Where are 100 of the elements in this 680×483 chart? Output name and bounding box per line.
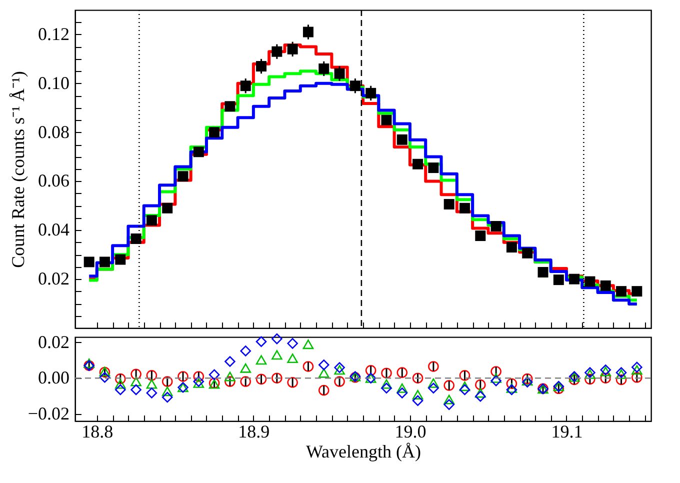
point bbox=[459, 384, 470, 396]
point bbox=[444, 380, 454, 391]
point bbox=[475, 379, 486, 390]
point bbox=[130, 368, 142, 380]
point bbox=[381, 114, 392, 126]
point bbox=[569, 274, 580, 284]
point bbox=[224, 376, 236, 387]
point bbox=[130, 376, 142, 386]
point bbox=[302, 340, 314, 350]
point bbox=[459, 382, 470, 392]
y-tick-label: −0.02 bbox=[28, 403, 70, 424]
point bbox=[396, 383, 408, 393]
point bbox=[428, 378, 439, 388]
point bbox=[506, 242, 517, 253]
point bbox=[568, 374, 580, 386]
point bbox=[490, 375, 502, 386]
point bbox=[115, 254, 126, 265]
point bbox=[506, 383, 518, 393]
point bbox=[146, 379, 158, 389]
point bbox=[115, 379, 126, 389]
point bbox=[272, 350, 282, 360]
point bbox=[146, 215, 157, 226]
point bbox=[616, 374, 627, 386]
point bbox=[115, 373, 126, 384]
point bbox=[272, 372, 282, 384]
y-axis-title: Count Rate (counts s⁻¹ Å⁻¹) bbox=[8, 71, 28, 268]
point bbox=[287, 377, 298, 388]
point bbox=[272, 333, 282, 344]
point bbox=[428, 162, 439, 174]
point bbox=[459, 370, 470, 381]
point bbox=[428, 361, 439, 372]
point bbox=[506, 378, 518, 390]
point bbox=[396, 367, 408, 378]
y-tick-label: 0.00 bbox=[38, 368, 70, 388]
point bbox=[84, 358, 94, 368]
y-tick-label: 0.10 bbox=[38, 72, 70, 93]
point bbox=[146, 370, 158, 381]
point bbox=[428, 382, 439, 394]
point bbox=[490, 220, 502, 232]
point bbox=[208, 369, 220, 380]
point bbox=[475, 390, 486, 402]
y-tick-label: 0.04 bbox=[38, 220, 70, 240]
y-tick-label: 0.08 bbox=[38, 122, 70, 142]
y-tick-label: 0.02 bbox=[38, 332, 70, 352]
point bbox=[240, 376, 251, 387]
point bbox=[522, 248, 533, 258]
point bbox=[178, 371, 188, 382]
point bbox=[240, 346, 251, 356]
x-tick-label: 18.8 bbox=[82, 422, 114, 442]
point bbox=[287, 338, 298, 349]
point bbox=[99, 372, 110, 383]
point bbox=[381, 382, 392, 394]
point bbox=[193, 146, 204, 158]
y-tick-label: 0.06 bbox=[38, 170, 70, 191]
point bbox=[162, 392, 173, 403]
x-axis-title: Wavelength (Å) bbox=[306, 442, 422, 462]
point bbox=[209, 127, 220, 138]
x-tick-label: 19.1 bbox=[551, 422, 583, 442]
point bbox=[193, 371, 204, 382]
point bbox=[318, 359, 330, 370]
point bbox=[318, 368, 330, 378]
point bbox=[444, 198, 454, 210]
point bbox=[459, 202, 470, 214]
point bbox=[302, 361, 314, 372]
point bbox=[600, 372, 611, 384]
point bbox=[600, 280, 611, 291]
point bbox=[412, 390, 424, 400]
point bbox=[381, 379, 392, 389]
point bbox=[256, 336, 267, 348]
point bbox=[162, 386, 173, 396]
x-tick-label: 19.0 bbox=[394, 422, 426, 442]
point bbox=[224, 356, 236, 367]
point bbox=[224, 372, 236, 382]
point bbox=[256, 355, 267, 365]
point bbox=[632, 372, 642, 383]
point bbox=[240, 363, 251, 373]
point bbox=[475, 230, 486, 242]
y-tick-label: 0.12 bbox=[38, 24, 70, 44]
point bbox=[381, 368, 392, 378]
point bbox=[334, 365, 345, 375]
point bbox=[84, 256, 94, 268]
point bbox=[115, 384, 126, 396]
point bbox=[632, 362, 642, 373]
point bbox=[412, 158, 424, 170]
point bbox=[632, 286, 642, 297]
point bbox=[162, 202, 173, 214]
point bbox=[224, 101, 236, 112]
point bbox=[444, 394, 454, 404]
point bbox=[632, 365, 642, 375]
point bbox=[553, 383, 564, 394]
point bbox=[444, 399, 454, 410]
point bbox=[334, 376, 345, 387]
x-tick-label: 18.9 bbox=[238, 422, 270, 442]
point bbox=[162, 376, 173, 387]
point bbox=[506, 384, 518, 396]
point bbox=[584, 374, 596, 385]
point bbox=[256, 374, 267, 385]
point bbox=[99, 256, 110, 268]
point bbox=[412, 372, 424, 384]
point bbox=[365, 365, 376, 376]
